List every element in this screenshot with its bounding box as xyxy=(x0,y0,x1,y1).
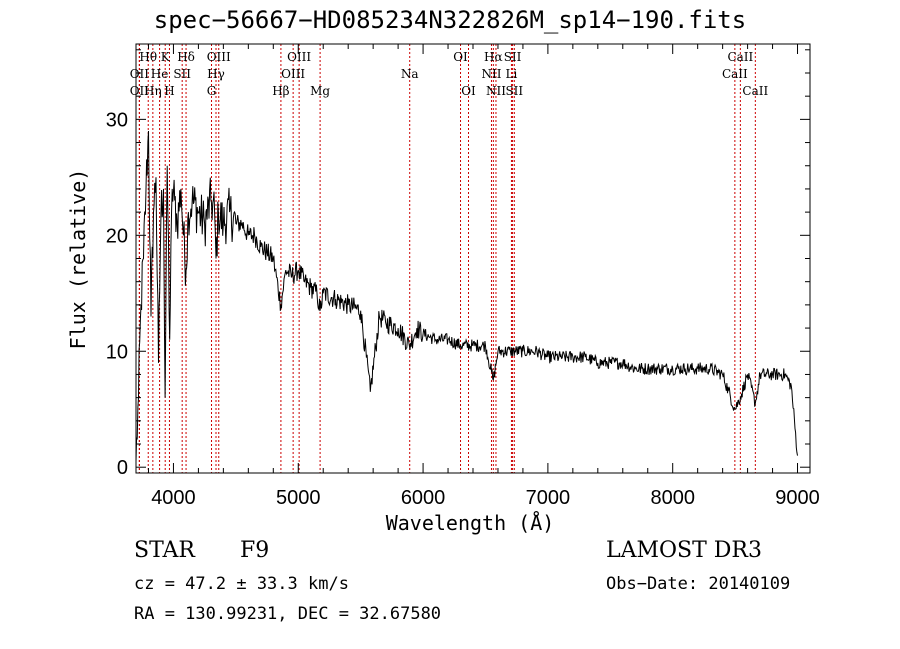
line-marker-label-8: Hδ xyxy=(177,50,195,64)
line-marker-label-21: NII xyxy=(486,84,506,98)
line-marker-label-10: Hγ xyxy=(207,67,225,81)
line-marker-label-15: Mg xyxy=(310,84,330,98)
line-marker-label-27: CaII xyxy=(742,84,768,98)
line-marker-label-26: CaII xyxy=(722,67,748,81)
line-marker-label-7: SII xyxy=(173,67,191,81)
line-marker-label-20: NII xyxy=(481,67,501,81)
plot-frame xyxy=(135,43,811,474)
y-tick-label-0: 0 xyxy=(117,457,128,479)
obs-date: Obs−Date: 20140109 xyxy=(606,574,791,594)
series-layer xyxy=(135,130,798,462)
line-marker-label-1: OII xyxy=(130,67,150,81)
line-marker-label-22: SII xyxy=(504,50,522,64)
x-tick-label-3: 7000 xyxy=(526,487,571,509)
line-marker-label-11: G xyxy=(207,84,217,98)
y-tick-label-3: 30 xyxy=(106,109,128,131)
line-marker-label-18: OI xyxy=(461,84,476,98)
y-axis-label: Flux (relative) xyxy=(66,168,90,350)
line-marker-label-5: K xyxy=(161,50,171,64)
line-marker-label-14: OIII xyxy=(281,67,305,81)
x-tick-label-5: 9000 xyxy=(775,487,820,509)
x-tick-label-0: 4000 xyxy=(151,487,196,509)
line-marker-label-0: Hθ xyxy=(139,50,157,64)
axis-ticks: 4000 5000 6000 7000 8000 9000 0 10 20 30 xyxy=(106,44,820,509)
line-marker-label-2: OII xyxy=(130,84,150,98)
object-subclass: F9 xyxy=(240,538,270,563)
line-marker-label-9: OIII xyxy=(207,50,231,64)
line-marker-label-13: OIII xyxy=(287,50,311,64)
line-marker-label-17: OI xyxy=(453,50,468,64)
line-marker-label-3: Hη xyxy=(144,84,162,98)
x-tick-label-2: 6000 xyxy=(401,487,446,509)
chart-title: spec−56667−HD085234N322826M_sp14−190.fit… xyxy=(153,6,747,34)
line-marker-label-6: H xyxy=(164,84,174,98)
x-axis-label: Wavelength (Å) xyxy=(385,511,555,535)
x-tick-label-4: 8000 xyxy=(650,487,695,509)
line-marker-label-16: Na xyxy=(401,67,419,81)
line-marker-label-24: SII xyxy=(505,84,523,98)
line-marker-label-25: CaII xyxy=(727,50,753,64)
redshift-text: cz = 47.2 ± 33.3 km/s xyxy=(134,574,349,594)
y-tick-label-2: 20 xyxy=(106,225,128,247)
x-tick-label-1: 5000 xyxy=(276,487,321,509)
line-marker-label-12: Hβ xyxy=(272,84,289,98)
object-class: STAR xyxy=(134,538,195,563)
coordinates: RA = 130.99231, DEC = 32.67580 xyxy=(134,604,442,624)
survey-name: LAMOST DR3 xyxy=(606,538,762,563)
series-spectrum xyxy=(135,130,798,462)
line-marker-label-19: Hα xyxy=(484,50,503,64)
line-marker-label-23: Li xyxy=(506,67,518,81)
y-tick-label-1: 10 xyxy=(106,341,128,363)
line-markers xyxy=(138,44,756,473)
line-marker-label-4: He xyxy=(151,67,169,81)
